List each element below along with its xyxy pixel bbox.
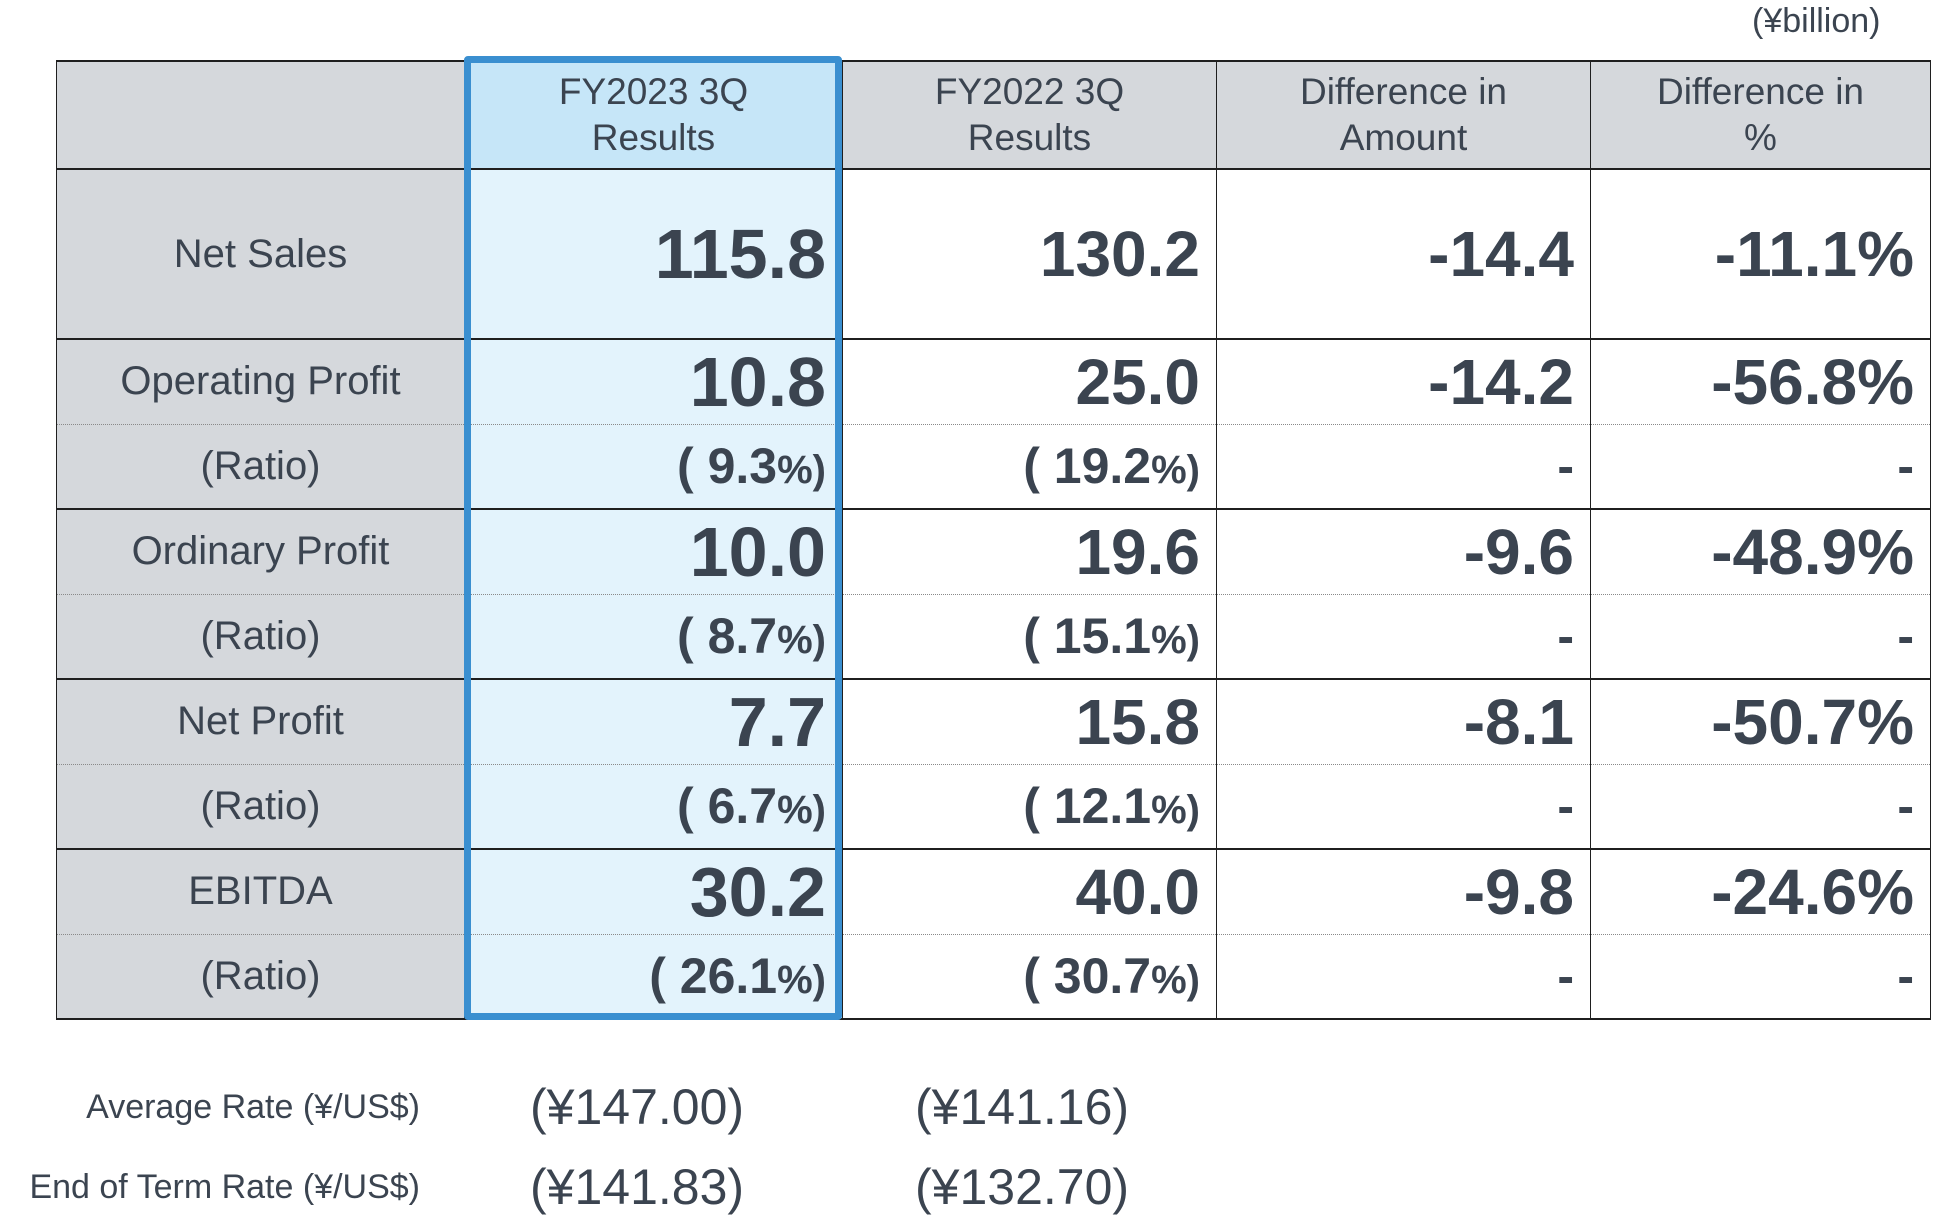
- header-fy2023-line2: Results: [591, 117, 716, 158]
- ebitda-ratio-label: (Ratio): [56, 933, 465, 1020]
- average-rate-label: Average Rate (¥/US$): [86, 1088, 420, 1126]
- operating-ratio-label: (Ratio): [56, 423, 465, 509]
- ebitda-fy2022: 40.0: [842, 848, 1217, 934]
- ebitda-ratio-fy2023-num: ( 26.1: [649, 948, 778, 1005]
- header-fy2023: FY2023 3Q Results: [464, 60, 843, 169]
- end-of-term-rate-label: End of Term Rate (¥/US$): [29, 1168, 420, 1206]
- ebitda-ratio-diff-pct: -: [1590, 933, 1931, 1020]
- header-blank: [56, 60, 465, 169]
- ordinary-profit-diff: -9.6: [1216, 508, 1591, 594]
- net-profit-fy2022: 15.8: [842, 678, 1217, 764]
- ebitda-ratio-fy2023: ( 26.1%): [464, 933, 843, 1020]
- operating-profit-diff-pct: -56.8%: [1590, 338, 1931, 424]
- net-profit-label: Net Profit: [56, 678, 465, 764]
- ordinary-ratio-fy2022: ( 15.1%): [842, 593, 1217, 679]
- header-diff-pct-line1: Difference in: [1656, 71, 1865, 112]
- net-ratio-fy2022-num: ( 12.1: [1023, 778, 1152, 835]
- ebitda-ratio-row: (Ratio) ( 26.1%) ( 30.7%) - -: [56, 933, 1931, 1020]
- header-fy2022-line2: Results: [967, 117, 1092, 158]
- net-sales-fy2023: 115.8: [464, 168, 843, 339]
- header-diff-amount: Difference in Amount: [1216, 60, 1591, 169]
- net-sales-diff-pct: -11.1%: [1590, 168, 1931, 339]
- header-fy2022: FY2022 3Q Results: [842, 60, 1217, 169]
- header-diff-amount-line2: Amount: [1339, 117, 1468, 158]
- net-sales-label: Net Sales: [56, 168, 465, 339]
- ordinary-ratio-fy2023-pct: %): [777, 618, 826, 663]
- ebitda-diff: -9.8: [1216, 848, 1591, 934]
- operating-ratio-fy2022-num: ( 19.2: [1023, 438, 1152, 495]
- ordinary-ratio-diff: -: [1216, 593, 1591, 679]
- ebitda-ratio-fy2022-num: ( 30.7: [1023, 948, 1152, 1005]
- operating-profit-row: Operating Profit 10.8 25.0 -14.2 -56.8%: [56, 338, 1931, 424]
- net-ratio-row: (Ratio) ( 6.7%) ( 12.1%) - -: [56, 763, 1931, 849]
- operating-ratio-diff: -: [1216, 423, 1591, 509]
- operating-ratio-row: (Ratio) ( 9.3%) ( 19.2%) - -: [56, 423, 1931, 509]
- ordinary-ratio-label: (Ratio): [56, 593, 465, 679]
- operating-ratio-fy2023-pct: %): [777, 448, 826, 493]
- operating-profit-label: Operating Profit: [56, 338, 465, 424]
- ebitda-fy2023: 30.2: [464, 848, 843, 934]
- net-ratio-fy2023-num: ( 6.7: [677, 778, 778, 835]
- ebitda-label: EBITDA: [56, 848, 465, 934]
- header-row: FY2023 3Q Results FY2022 3Q Results Differ…: [56, 60, 1931, 169]
- ordinary-ratio-diff-pct: -: [1590, 593, 1931, 679]
- header-diff-amount-line1: Difference in: [1299, 71, 1508, 112]
- ebitda-row: EBITDA 30.2 40.0 -9.8 -24.6%: [56, 848, 1931, 934]
- ordinary-profit-fy2023: 10.0: [464, 508, 843, 594]
- average-rate-row: Average Rate (¥/US$) (¥147.00) (¥141.16): [0, 1072, 1200, 1142]
- end-of-term-rate-row: End of Term Rate (¥/US$) (¥141.83) (¥132…: [0, 1152, 1200, 1222]
- net-sales-row: Net Sales 115.8 130.2 -14.4 -11.1%: [56, 168, 1931, 339]
- ordinary-ratio-row: (Ratio) ( 8.7%) ( 15.1%) - -: [56, 593, 1931, 679]
- ordinary-ratio-fy2022-pct: %): [1151, 618, 1200, 663]
- header-fy2022-line1: FY2022 3Q: [934, 71, 1125, 112]
- operating-ratio-diff-pct: -: [1590, 423, 1931, 509]
- header-diff-pct: Difference in%: [1590, 60, 1931, 169]
- net-profit-diff-pct: -50.7%: [1590, 678, 1931, 764]
- net-ratio-label: (Ratio): [56, 763, 465, 849]
- net-profit-diff: -8.1: [1216, 678, 1591, 764]
- ordinary-ratio-fy2022-num: ( 15.1: [1023, 608, 1152, 665]
- ordinary-ratio-fy2023-num: ( 8.7: [677, 608, 778, 665]
- operating-ratio-fy2023: ( 9.3%): [464, 423, 843, 509]
- unit-label: (¥billion): [1752, 2, 1881, 40]
- operating-ratio-fy2023-num: ( 9.3: [677, 438, 778, 495]
- ordinary-profit-diff-pct: -48.9%: [1590, 508, 1931, 594]
- ordinary-profit-fy2022: 19.6: [842, 508, 1217, 594]
- operating-profit-fy2022: 25.0: [842, 338, 1217, 424]
- net-profit-row: Net Profit 7.7 15.8 -8.1 -50.7%: [56, 678, 1931, 764]
- net-sales-fy2022: 130.2: [842, 168, 1217, 339]
- average-rate-fy2022: (¥141.16): [915, 1079, 1130, 1135]
- ebitda-ratio-fy2023-pct: %): [777, 958, 826, 1003]
- operating-ratio-fy2022: ( 19.2%): [842, 423, 1217, 509]
- header-fy2023-line1: FY2023 3Q: [558, 71, 749, 112]
- end-of-term-rate-fy2022: (¥132.70): [915, 1159, 1130, 1215]
- average-rate-fy2023: (¥147.00): [530, 1079, 745, 1135]
- operating-profit-fy2023: 10.8: [464, 338, 843, 424]
- ebitda-diff-pct: -24.6%: [1590, 848, 1931, 934]
- net-ratio-fy2022-pct: %): [1151, 788, 1200, 833]
- net-ratio-fy2023-pct: %): [777, 788, 826, 833]
- ordinary-ratio-fy2023: ( 8.7%): [464, 593, 843, 679]
- ordinary-profit-label: Ordinary Profit: [56, 508, 465, 594]
- net-ratio-diff: -: [1216, 763, 1591, 849]
- ordinary-profit-row: Ordinary Profit 10.0 19.6 -9.6 -48.9%: [56, 508, 1931, 594]
- ebitda-ratio-fy2022: ( 30.7%): [842, 933, 1217, 1020]
- header-diff-pct-line2: %: [1744, 117, 1777, 158]
- net-sales-diff: -14.4: [1216, 168, 1591, 339]
- net-profit-fy2023: 7.7: [464, 678, 843, 764]
- net-ratio-fy2022: ( 12.1%): [842, 763, 1217, 849]
- net-ratio-fy2023: ( 6.7%): [464, 763, 843, 849]
- net-ratio-diff-pct: -: [1590, 763, 1931, 849]
- operating-ratio-fy2022-pct: %): [1151, 448, 1200, 493]
- results-table: FY2023 3Q Results FY2022 3Q Results Differ…: [56, 60, 1931, 1020]
- end-of-term-rate-fy2023: (¥141.83): [530, 1159, 745, 1215]
- operating-profit-diff: -14.2: [1216, 338, 1591, 424]
- ebitda-ratio-diff: -: [1216, 933, 1591, 1020]
- ebitda-ratio-fy2022-pct: %): [1151, 958, 1200, 1003]
